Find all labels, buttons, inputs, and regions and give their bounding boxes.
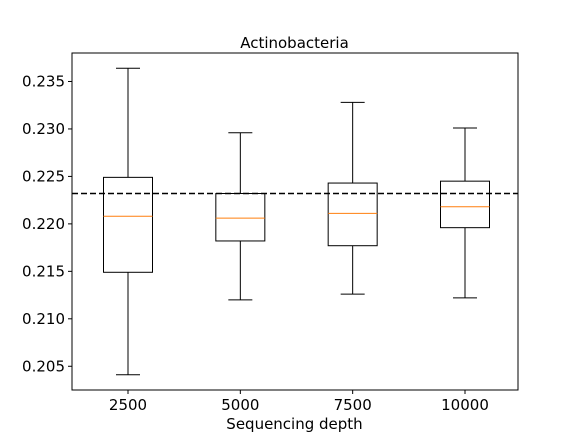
box-10000: [440, 127, 490, 299]
box-2500: [103, 67, 153, 376]
y-tick-label: 0.235: [22, 72, 65, 90]
box-7500: [327, 101, 378, 295]
x-tick-label: 7500: [334, 396, 372, 414]
iqr-box: [327, 182, 378, 247]
plot-frame: [71, 52, 519, 391]
y-tick-label: 0.210: [22, 310, 65, 328]
x-axis: 2500 5000 7500 10000: [109, 390, 489, 414]
box-5000: [215, 132, 266, 301]
boxes-group: [103, 67, 490, 376]
x-tick-label: 5000: [221, 396, 259, 414]
chart-title: Actinobacteria: [240, 34, 349, 52]
iqr-box: [440, 180, 490, 229]
y-tick-label: 0.225: [22, 167, 65, 185]
iqr-box: [215, 192, 266, 242]
x-tick-label: 2500: [109, 396, 147, 414]
y-axis: 0.205 0.210 0.215 0.220 0.225 0.230 0.235: [22, 72, 72, 375]
y-tick-label: 0.215: [22, 262, 65, 280]
iqr-box: [103, 176, 153, 273]
y-tick-label: 0.205: [22, 357, 65, 375]
x-axis-label: Sequencing depth: [226, 415, 362, 433]
y-tick-label: 0.220: [22, 215, 65, 233]
x-tick-label: 10000: [441, 396, 489, 414]
y-tick-label: 0.230: [22, 120, 65, 138]
